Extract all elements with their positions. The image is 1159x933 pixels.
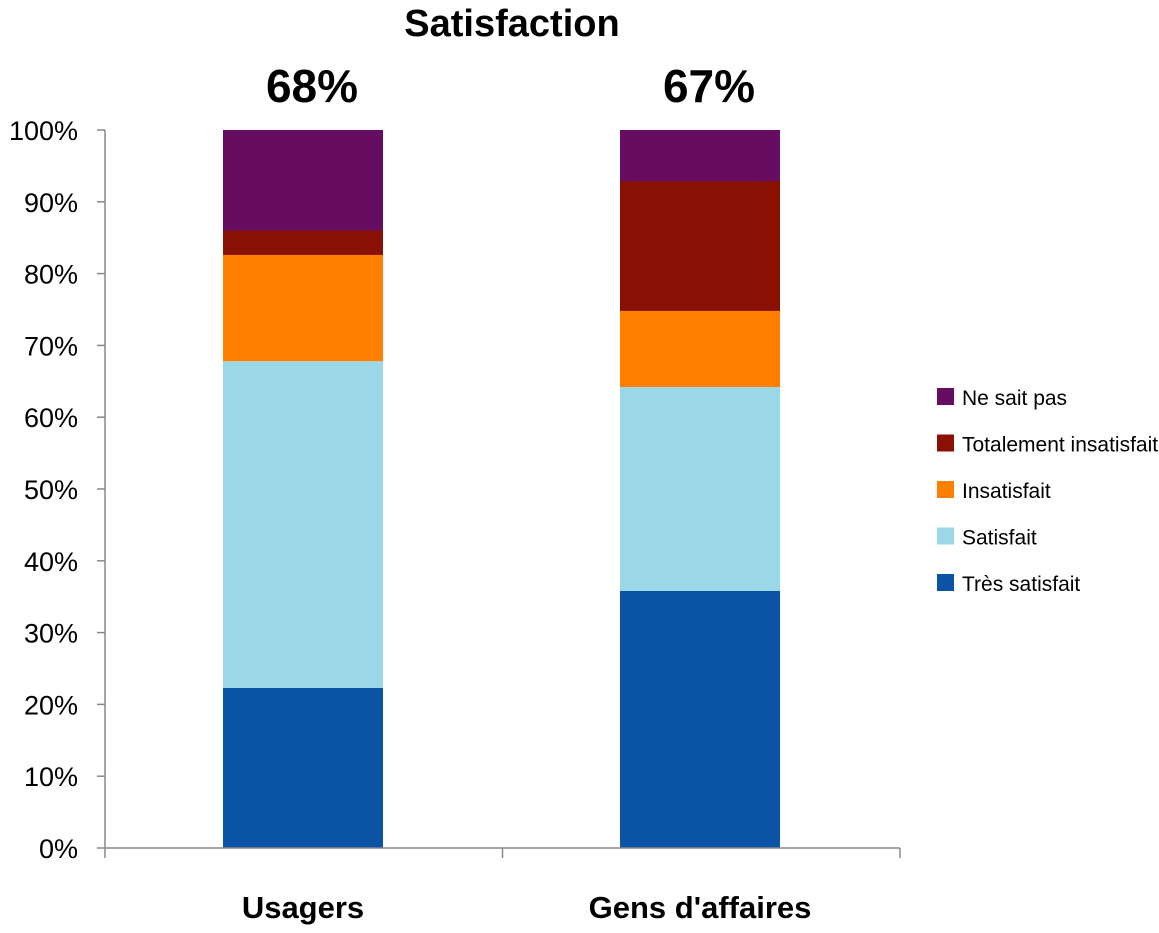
chart-title: Satisfaction [404, 3, 619, 45]
y-tick-label: 50% [24, 475, 78, 505]
x-category-label: Usagers [242, 890, 364, 925]
bar-segment [620, 590, 780, 848]
bar-segment [223, 361, 383, 688]
bar-segment [620, 130, 780, 181]
y-tick-label: 90% [24, 188, 78, 218]
legend-swatch [937, 574, 954, 591]
bar-segment [223, 130, 383, 231]
y-tick-label: 80% [24, 260, 78, 290]
x-category-label: Gens d'affaires [589, 890, 812, 925]
category-total-label: 68% [266, 60, 358, 112]
legend-swatch [937, 527, 954, 545]
legend-label: Satisfait [962, 527, 1037, 550]
y-tick-label: 40% [24, 547, 78, 577]
legend-label: Insatisfait [962, 480, 1051, 503]
bar-segment [223, 230, 383, 255]
legend: Ne sait pas Totalement insatisfait Insatis… [937, 387, 1158, 596]
category-total-label: 67% [663, 60, 755, 112]
plot-area: 0% 10% 20% 30% 40% 50% 60% 70% 80% 90% 100% Usagers… [9, 60, 901, 925]
y-tick-label: 60% [24, 403, 78, 433]
y-tick-label: 0% [39, 834, 78, 864]
legend-label: Très satisfait [962, 573, 1080, 596]
legend-swatch [937, 481, 954, 498]
legend-swatch [937, 434, 954, 452]
bar-segment [620, 387, 780, 591]
legend-label: Totalement insatisfait [962, 434, 1158, 457]
y-tick-label: 20% [24, 690, 78, 720]
bar-segment [223, 687, 383, 848]
legend-swatch [937, 388, 954, 405]
y-tick-label: 30% [24, 619, 78, 649]
bar-segment [223, 254, 383, 362]
bar-segment [620, 310, 780, 388]
legend-label: Ne sait pas [962, 387, 1067, 410]
y-tick-label: 100% [9, 116, 78, 146]
y-tick-label: 70% [24, 331, 78, 361]
y-tick-label: 10% [24, 762, 78, 792]
bar-segment [620, 180, 780, 311]
